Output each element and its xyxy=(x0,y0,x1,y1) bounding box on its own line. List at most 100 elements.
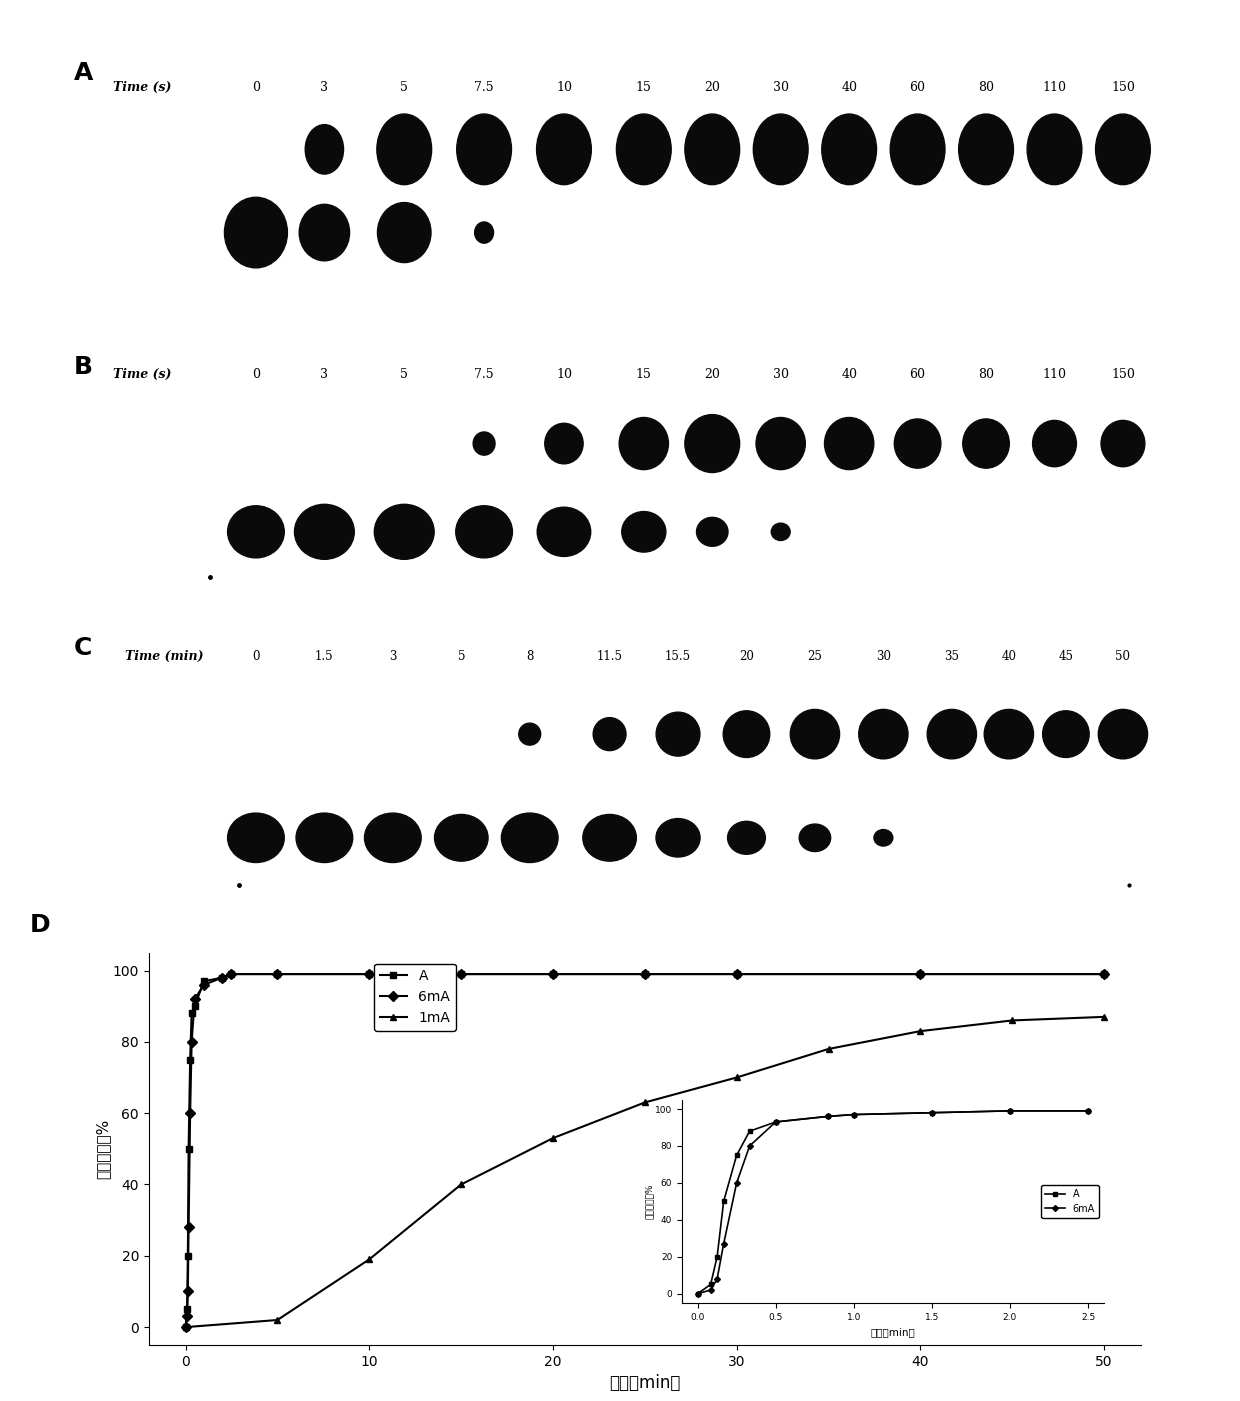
Ellipse shape xyxy=(962,419,1009,468)
Text: B: B xyxy=(73,356,93,380)
Text: 3: 3 xyxy=(320,368,329,381)
A xyxy=(180,1302,195,1318)
6mA xyxy=(181,1219,196,1236)
Text: 20: 20 xyxy=(704,81,720,94)
Ellipse shape xyxy=(859,709,908,759)
6mA xyxy=(729,1174,744,1191)
Ellipse shape xyxy=(1033,420,1076,467)
A xyxy=(820,1108,835,1125)
A xyxy=(743,1122,758,1139)
Ellipse shape xyxy=(616,113,671,185)
Text: 20: 20 xyxy=(739,650,754,663)
Text: 0: 0 xyxy=(252,81,260,94)
Ellipse shape xyxy=(501,813,558,863)
Text: Time (s): Time (s) xyxy=(113,368,171,381)
1mA xyxy=(637,1094,652,1111)
1mA xyxy=(1096,1009,1111,1026)
Ellipse shape xyxy=(374,504,434,559)
Text: 15: 15 xyxy=(636,81,652,94)
Line: 6mA: 6mA xyxy=(182,971,1107,1331)
6mA xyxy=(187,991,202,1007)
Ellipse shape xyxy=(985,709,1033,759)
Ellipse shape xyxy=(228,506,284,558)
A xyxy=(215,969,229,986)
6mA xyxy=(1002,1103,1017,1119)
Legend: A, 6mA: A, 6mA xyxy=(1042,1185,1099,1217)
Ellipse shape xyxy=(825,417,874,469)
Ellipse shape xyxy=(537,507,590,556)
6mA xyxy=(1096,965,1111,982)
6mA xyxy=(717,1236,732,1252)
Text: D: D xyxy=(30,913,51,937)
6mA xyxy=(691,1285,706,1302)
A xyxy=(546,965,560,982)
A xyxy=(181,1140,196,1157)
Ellipse shape xyxy=(434,814,489,862)
Ellipse shape xyxy=(684,113,739,185)
Ellipse shape xyxy=(474,432,495,455)
Text: 7.5: 7.5 xyxy=(474,81,494,94)
Ellipse shape xyxy=(621,511,666,552)
Ellipse shape xyxy=(305,125,343,174)
1mA xyxy=(729,1069,744,1086)
6mA xyxy=(180,1309,195,1325)
Text: 40: 40 xyxy=(841,368,857,381)
Text: 30: 30 xyxy=(773,81,789,94)
A xyxy=(924,1104,939,1121)
Ellipse shape xyxy=(1027,113,1081,185)
A xyxy=(454,965,469,982)
Ellipse shape xyxy=(822,113,877,185)
A xyxy=(847,1107,862,1124)
X-axis label: 时间（min）: 时间（min） xyxy=(870,1327,915,1337)
Text: 5: 5 xyxy=(458,650,465,663)
Text: 3: 3 xyxy=(389,650,397,663)
6mA xyxy=(182,1105,197,1122)
Ellipse shape xyxy=(874,829,893,846)
1mA xyxy=(546,1129,560,1146)
Ellipse shape xyxy=(656,818,701,857)
A xyxy=(769,1114,784,1131)
A xyxy=(187,998,202,1014)
A xyxy=(637,965,652,982)
Ellipse shape xyxy=(544,423,583,464)
Text: Time (s): Time (s) xyxy=(113,81,171,94)
A xyxy=(270,965,285,982)
Text: 8: 8 xyxy=(526,650,533,663)
1mA xyxy=(821,1041,836,1058)
Y-axis label: 延伸百分比%: 延伸百分比% xyxy=(645,1184,653,1219)
Text: C: C xyxy=(73,636,92,660)
Text: 60: 60 xyxy=(910,368,925,381)
Ellipse shape xyxy=(365,813,422,863)
Text: 3: 3 xyxy=(320,81,329,94)
Ellipse shape xyxy=(456,506,512,558)
6mA xyxy=(820,1108,835,1125)
Ellipse shape xyxy=(228,813,284,863)
6mA xyxy=(454,965,469,982)
6mA xyxy=(769,1114,784,1131)
Ellipse shape xyxy=(790,709,839,759)
A xyxy=(224,965,239,982)
Line: A: A xyxy=(182,971,1107,1331)
1mA xyxy=(270,1311,285,1328)
Ellipse shape xyxy=(224,198,288,268)
6mA xyxy=(743,1138,758,1154)
Legend: A, 6mA, 1mA: A, 6mA, 1mA xyxy=(374,964,456,1031)
A xyxy=(362,965,377,982)
Ellipse shape xyxy=(593,717,626,751)
1mA xyxy=(454,1175,469,1192)
Text: A: A xyxy=(73,62,93,85)
Text: 50: 50 xyxy=(1116,650,1131,663)
Ellipse shape xyxy=(928,709,976,759)
Text: 10: 10 xyxy=(556,368,572,381)
Text: 110: 110 xyxy=(1043,81,1066,94)
A xyxy=(196,972,211,989)
6mA xyxy=(215,969,229,986)
Ellipse shape xyxy=(697,517,728,546)
Text: 80: 80 xyxy=(978,368,994,381)
Line: 1mA: 1mA xyxy=(182,1013,1107,1331)
Ellipse shape xyxy=(619,417,668,469)
Text: 10: 10 xyxy=(556,81,572,94)
Text: 7.5: 7.5 xyxy=(474,368,494,381)
A xyxy=(1080,1103,1095,1119)
Ellipse shape xyxy=(299,205,350,261)
